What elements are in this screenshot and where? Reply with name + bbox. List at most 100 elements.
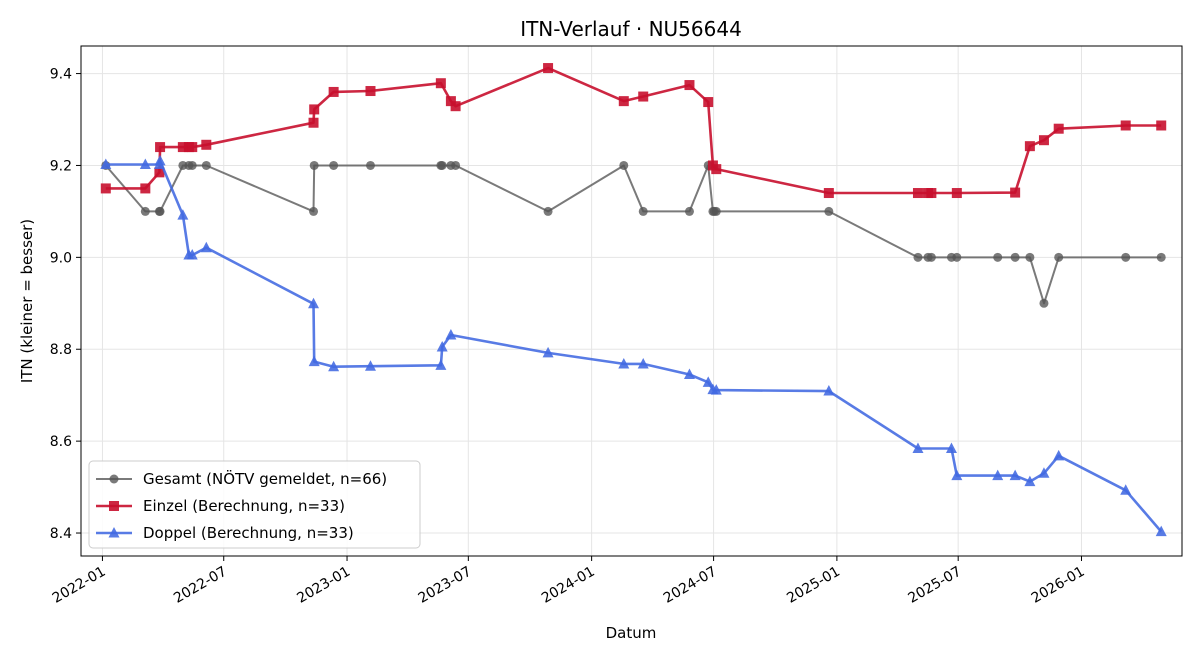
data-point-doppel (308, 297, 320, 309)
data-point-einzel (926, 188, 937, 199)
y-tick-label: 9.2 (50, 158, 72, 174)
legend-box (88, 460, 421, 549)
data-point-gesamt (365, 160, 375, 170)
y-tick-label: 8.6 (50, 434, 72, 450)
x-axis-label: Datum (606, 624, 657, 642)
x-tick-label: 2022-07 (171, 564, 230, 607)
data-point-doppel (308, 355, 320, 367)
data-point-doppel (542, 346, 554, 358)
legend-marker-doppel (108, 527, 120, 538)
data-point-doppel (436, 340, 448, 352)
plot-frame (80, 45, 1183, 557)
data-point-gesamt (329, 160, 339, 170)
data-point-einzel (711, 164, 722, 175)
legend-marker-einzel (109, 501, 119, 511)
data-point-doppel (823, 385, 835, 396)
data-point-gesamt (926, 252, 936, 262)
data-point-doppel (683, 368, 695, 380)
y-axis-label: ITN (kleiner = besser) (18, 219, 36, 383)
data-point-gesamt (1121, 252, 1131, 262)
data-point-einzel (187, 142, 198, 153)
data-point-einzel (1053, 123, 1064, 134)
data-point-doppel (1024, 475, 1036, 487)
data-point-doppel (445, 329, 457, 340)
data-point-einzel (154, 167, 165, 178)
data-point-gesamt (684, 206, 694, 216)
series-line-gesamt (105, 164, 1162, 305)
data-point-einzel (638, 91, 649, 102)
data-point-gesamt (711, 206, 721, 216)
x-tick-label: 2025-07 (906, 564, 965, 607)
data-point-einzel (703, 97, 714, 108)
data-point-einzel (1120, 120, 1131, 131)
data-point-einzel (308, 117, 319, 128)
data-point-gesamt (993, 252, 1003, 262)
data-point-gesamt (451, 160, 461, 170)
x-tick-label: 2026-01 (1029, 564, 1088, 607)
data-point-doppel (1053, 449, 1065, 461)
y-tick-label: 8.8 (50, 342, 72, 358)
data-point-gesamt (1156, 252, 1166, 262)
data-point-doppel (1009, 469, 1021, 481)
data-point-gesamt (619, 160, 629, 170)
x-tick-label: 2024-07 (661, 564, 720, 607)
data-point-gesamt (309, 160, 319, 170)
data-point-einzel (450, 101, 461, 112)
data-point-gesamt (201, 160, 211, 170)
data-point-einzel (1010, 187, 1021, 198)
data-point-doppel (1155, 525, 1167, 537)
data-point-gesamt (155, 206, 165, 216)
x-tick-label: 2023-07 (416, 564, 475, 607)
data-point-gesamt (824, 206, 834, 216)
data-point-doppel (139, 158, 151, 170)
data-point-gesamt (543, 206, 553, 216)
data-point-einzel (823, 188, 834, 199)
data-point-einzel (1156, 120, 1167, 131)
data-point-einzel (100, 183, 111, 194)
data-point-gesamt (140, 206, 150, 216)
data-point-einzel (912, 188, 923, 199)
grid-lines (81, 46, 1182, 556)
data-point-einzel (1024, 141, 1035, 152)
data-point-doppel (951, 469, 963, 481)
data-point-doppel (186, 249, 198, 260)
data-point-einzel (951, 188, 962, 199)
data-point-doppel (1038, 467, 1050, 478)
data-point-gesamt (1054, 252, 1064, 262)
legend: Gesamt (NÖTV gemeldet, n=66) Einzel (Bere… (88, 460, 421, 549)
data-point-einzel (543, 63, 554, 74)
data-point-gesamt (1010, 252, 1020, 262)
data-point-einzel (435, 78, 446, 89)
data-point-doppel (912, 442, 924, 453)
data-point-doppel (364, 360, 376, 371)
x-tick-label: 2023-01 (294, 564, 353, 607)
data-point-einzel (201, 139, 212, 150)
data-point-gesamt (1039, 298, 1049, 308)
data-point-doppel (435, 359, 447, 370)
data-point-einzel (445, 96, 456, 107)
data-point-gesamt (638, 206, 648, 216)
legend-label-einzel: Einzel (Berechnung, n=33) (143, 497, 345, 515)
data-point-einzel (684, 80, 695, 91)
legend-marker-gesamt (109, 474, 119, 484)
data-point-gesamt (1025, 252, 1035, 262)
x-tick-label: 2024-01 (539, 564, 598, 607)
data-point-doppel (100, 158, 112, 170)
data-point-doppel (154, 154, 166, 166)
data-point-einzel (155, 142, 166, 153)
y-tick-label: 9.4 (50, 67, 72, 83)
data-point-doppel (637, 357, 649, 369)
data-point-doppel (618, 357, 630, 369)
data-point-doppel (702, 376, 714, 387)
data-point-gesamt (309, 206, 319, 216)
data-point-doppel (177, 209, 189, 220)
data-point-einzel (618, 96, 629, 107)
data-point-gesamt (913, 252, 923, 262)
data-point-doppel (328, 360, 340, 372)
data-point-einzel (1038, 135, 1049, 146)
data-point-doppel (200, 241, 212, 253)
data-point-einzel (177, 142, 188, 153)
chart-title: ITN-Verlauf · NU56644 (520, 17, 742, 41)
data-point-gesamt (952, 252, 962, 262)
